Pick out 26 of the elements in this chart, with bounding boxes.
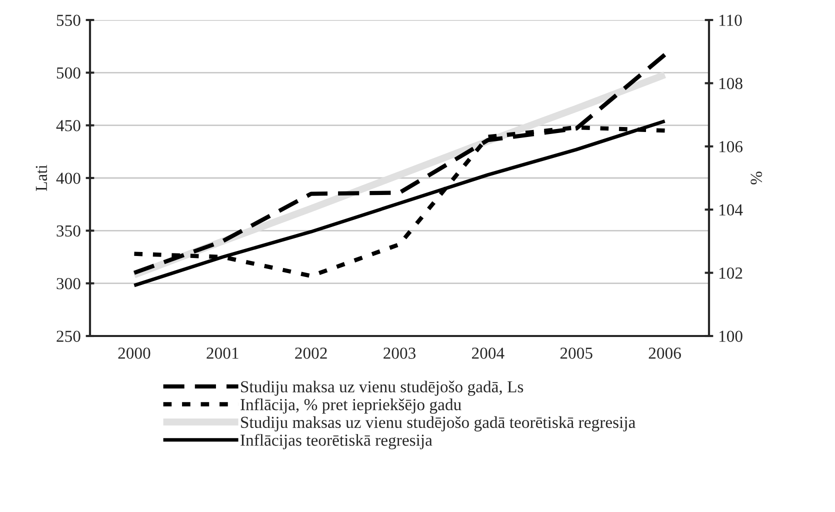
y2-tick-label: 110 (719, 14, 742, 26)
y2-axis-title: % (750, 172, 762, 184)
x-tick-label: 2001 (206, 348, 238, 359)
x-tick-label: 2004 (472, 348, 504, 359)
x-tick-label: 2006 (648, 348, 681, 359)
legend-label: Inflācijas teorētiskā regresija (240, 434, 432, 450)
legend-label: Inflācija, % pret iepriekšējo gadu (240, 398, 462, 414)
y-tick-label: 450 (56, 120, 80, 132)
legend-label: Studiju maksas uz vienu studējošo gadā teorētiskā regresija (241, 416, 636, 432)
y-tick-label: 550 (56, 14, 80, 26)
y2-tick-label: 108 (719, 78, 742, 90)
x-tick-label: 2005 (560, 348, 592, 359)
y-axis-title: Lati (36, 164, 48, 191)
x-tick-label: 2000 (118, 348, 150, 359)
y2-tick-label: 102 (719, 268, 742, 279)
y-tick-label: 500 (56, 67, 80, 79)
y-tick-label: 250 (56, 330, 80, 342)
y-tick-label: 350 (56, 225, 80, 237)
y-tick-label: 300 (56, 278, 80, 290)
x-tick-label: 2002 (295, 348, 327, 359)
y2-tick-label: 106 (719, 141, 743, 152)
x-tick-label: 2003 (384, 348, 416, 359)
y-tick-label: 400 (56, 172, 80, 184)
legend-label: Studiju maksa uz vienu studējošo gadā, Ls (241, 380, 524, 396)
y2-tick-label: 104 (719, 204, 743, 216)
y2-tick-label: 100 (719, 330, 742, 342)
